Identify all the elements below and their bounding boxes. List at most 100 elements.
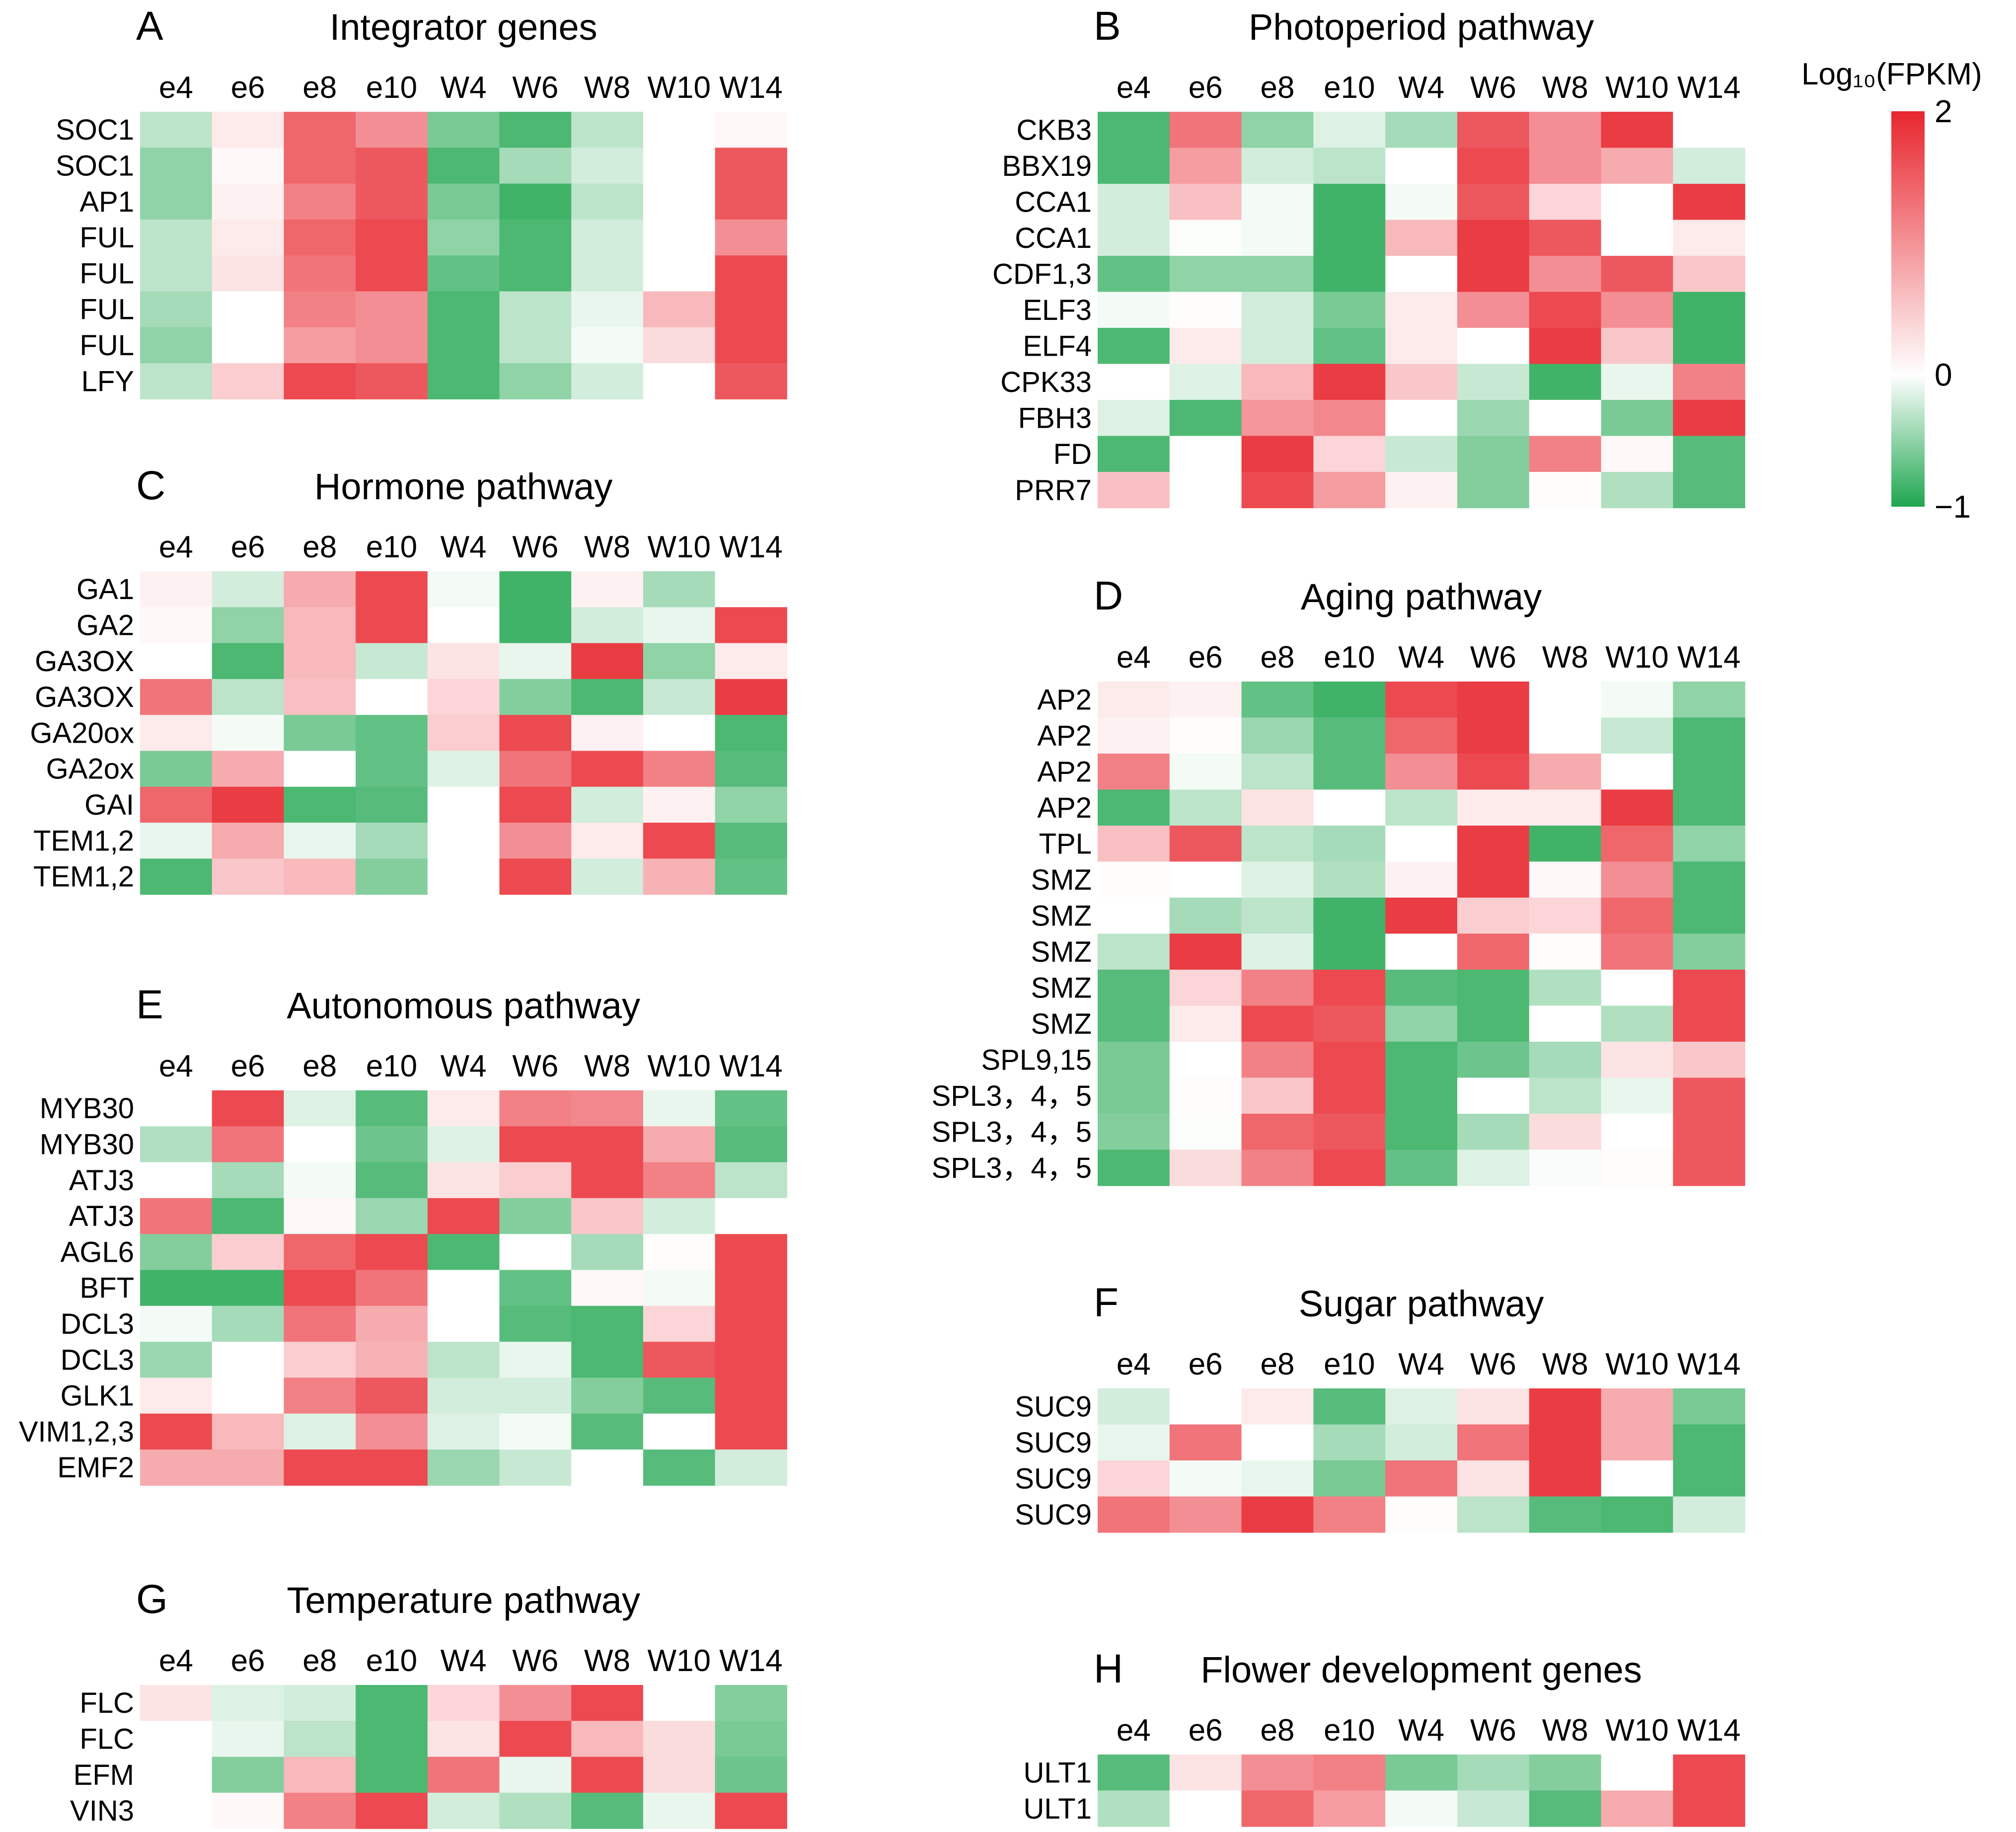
heatmap-cell xyxy=(1385,436,1458,472)
heatmap-cell xyxy=(212,255,284,292)
heatmap-cell xyxy=(1385,970,1458,1006)
column-label: W14 xyxy=(1677,1347,1740,1381)
heatmap-cell xyxy=(284,1198,356,1234)
row-label: VIM1,2,3 xyxy=(19,1416,134,1448)
heatmap-cell xyxy=(427,1413,500,1450)
heatmap-cell xyxy=(140,1305,213,1342)
heatmap-cell xyxy=(1385,682,1458,718)
heatmap-cell xyxy=(1457,933,1530,970)
heatmap-cell xyxy=(1385,148,1458,184)
column-label: W4 xyxy=(441,71,487,105)
panel-title: Autonomous pathway xyxy=(287,985,640,1026)
heatmap-cell xyxy=(1313,220,1386,256)
heatmap-cell xyxy=(212,1792,284,1829)
column-label: e10 xyxy=(1324,71,1375,105)
heatmap-cell xyxy=(1529,1042,1602,1078)
column-label: W8 xyxy=(1542,1713,1588,1748)
heatmap-cell xyxy=(1601,861,1673,898)
heatmap-cell xyxy=(571,1756,644,1793)
heatmap-cell xyxy=(715,1792,787,1829)
heatmap-cell xyxy=(499,1126,572,1163)
heatmap-cell xyxy=(1529,400,1602,437)
heatmap-cell xyxy=(427,219,500,256)
heatmap-cell xyxy=(1673,292,1745,328)
heatmap-cell xyxy=(356,363,428,399)
heatmap-cell xyxy=(1529,1790,1602,1827)
column-label: e8 xyxy=(1261,640,1295,675)
heatmap-cell xyxy=(1169,148,1242,184)
heatmap-cell xyxy=(499,219,572,256)
heatmap-cell xyxy=(1313,436,1386,472)
heatmap-cell xyxy=(1169,328,1242,365)
heatmap-cell xyxy=(643,1450,716,1486)
heatmap-cell xyxy=(427,1342,500,1378)
heatmap-cell xyxy=(499,1413,572,1450)
heatmap-cell xyxy=(284,823,356,859)
heatmap-cell xyxy=(1241,1388,1314,1425)
column-label: W6 xyxy=(1470,640,1516,675)
heatmap-cell xyxy=(1529,1005,1602,1042)
heatmap-cell xyxy=(140,1090,213,1127)
column-label: e4 xyxy=(159,1049,193,1083)
row-label: FUL xyxy=(79,294,134,326)
heatmap-cell xyxy=(1241,292,1314,328)
column-label: e8 xyxy=(1261,1347,1295,1381)
heatmap-cell xyxy=(1241,1149,1314,1186)
column-label: W14 xyxy=(719,530,782,564)
row-label: FD xyxy=(1053,438,1092,470)
column-label: e10 xyxy=(1324,1713,1375,1748)
column-label: e4 xyxy=(159,1644,193,1678)
heatmap-cell xyxy=(1457,1790,1530,1827)
heatmap-cell xyxy=(1673,1388,1745,1425)
column-label: W10 xyxy=(648,530,711,564)
heatmap-cell xyxy=(1457,1077,1530,1114)
heatmap-cell xyxy=(571,607,644,644)
heatmap-cell xyxy=(140,715,213,752)
heatmap-cell xyxy=(140,1270,213,1306)
heatmap-cell xyxy=(1169,1042,1242,1078)
heatmap-cell xyxy=(1673,1755,1745,1791)
heatmap-cell xyxy=(1601,1424,1673,1461)
heatmap-cell xyxy=(1169,1460,1242,1497)
heatmap-cell xyxy=(1529,1077,1602,1114)
heatmap-cell xyxy=(1169,1496,1242,1533)
heatmap-cell xyxy=(1457,970,1530,1006)
heatmap-cell xyxy=(212,1450,284,1486)
heatmap-cell xyxy=(284,751,356,787)
panel-e: E Autonomous pathway e4 e6 e8 e10 W4 W6 W8 W10 W14… xyxy=(19,982,787,1486)
heatmap-cell xyxy=(571,679,644,715)
heatmap-cell xyxy=(1098,256,1170,293)
row-label: SUC9 xyxy=(1015,1499,1092,1531)
column-label: e6 xyxy=(1189,640,1223,675)
heatmap-cell xyxy=(571,363,644,399)
heatmap-cell xyxy=(1098,184,1170,221)
heatmap-cell xyxy=(1313,717,1386,754)
legend-colorbar xyxy=(1891,111,1925,507)
panel-h: H Flower development genes e4 e6 e8 e10 W4 W6 W8… xyxy=(1023,1646,1745,1827)
heatmap-cell xyxy=(1601,1005,1673,1042)
heatmap-cell xyxy=(1601,292,1673,328)
column-label: W10 xyxy=(648,1049,711,1083)
heatmap-cell xyxy=(643,1198,716,1234)
column-label: W6 xyxy=(1470,71,1516,105)
heatmap-cell xyxy=(1529,1496,1602,1533)
heatmap-cell xyxy=(1529,754,1602,790)
heatmap-cell xyxy=(1457,861,1530,898)
heatmap-cell xyxy=(499,255,572,292)
heatmap-cell xyxy=(1529,328,1602,365)
row-label: CCA1 xyxy=(1015,186,1092,218)
heatmap-cell xyxy=(284,607,356,644)
heatmap-cell xyxy=(140,1198,213,1234)
heatmap-cell xyxy=(1098,861,1170,898)
heatmap-cell xyxy=(499,858,572,895)
heatmap-cell xyxy=(1529,1460,1602,1497)
heatmap-cell xyxy=(1313,898,1386,934)
column-label: e4 xyxy=(1117,71,1151,105)
panel-letter: B xyxy=(1094,3,1121,49)
panel-d: D Aging pathway e4 e6 e8 e10 W4 W6 W8 W10 W14 AP2 AP… xyxy=(932,573,1745,1186)
row-label: DCL3 xyxy=(61,1308,134,1340)
heatmap-cell xyxy=(1457,472,1530,509)
column-label: W8 xyxy=(1542,640,1588,675)
heatmap-cell xyxy=(1673,1496,1745,1533)
heatmap-cell xyxy=(1529,256,1602,293)
